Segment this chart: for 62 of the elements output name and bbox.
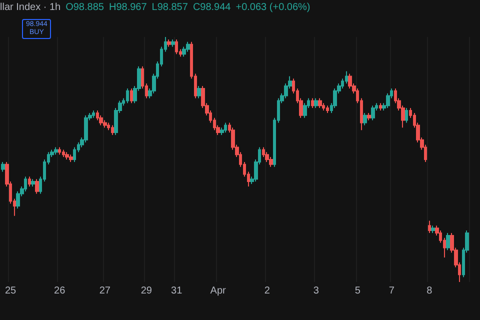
x-tick-label: 25 — [4, 286, 17, 296]
x-tick-label: 29 — [140, 286, 152, 296]
candlestick — [367, 112, 371, 121]
candlestick — [28, 176, 31, 187]
candlestick — [303, 102, 307, 118]
candlestick — [31, 178, 35, 187]
candlestick — [371, 105, 375, 121]
candlestick — [326, 105, 329, 114]
candlestick — [431, 225, 435, 234]
candlestick — [314, 98, 318, 109]
candlestick — [62, 149, 65, 158]
candlestick — [73, 146, 76, 162]
candlestick — [99, 114, 103, 126]
candlestick — [96, 110, 99, 121]
x-tick-label: 26 — [54, 286, 66, 296]
text: H98.967 — [108, 2, 147, 13]
candlestick — [405, 108, 408, 124]
candlestick — [446, 232, 450, 251]
candlestick — [167, 38, 171, 48]
candlestick — [35, 178, 39, 194]
candlestick — [171, 38, 175, 48]
chart-title: llar Index · 1h — [0, 2, 61, 13]
candlestick — [186, 41, 190, 52]
candlestick — [333, 88, 337, 109]
candlestick — [224, 122, 227, 134]
candlestick — [379, 102, 382, 111]
candlestick — [428, 220, 431, 234]
text: +0.063 (+0.06%) — [236, 2, 310, 13]
candlestick — [103, 120, 107, 128]
x-tick-label: 3 — [313, 286, 320, 296]
candlestick — [92, 110, 95, 118]
candlestick — [386, 92, 390, 109]
candlestick — [130, 88, 133, 104]
candlestick — [111, 124, 114, 136]
text: L98.857 — [152, 2, 188, 13]
candlestick — [54, 146, 58, 156]
candlestick — [16, 190, 20, 209]
x-tick-label: 7 — [388, 286, 395, 296]
x-tick-label: 8 — [426, 286, 433, 296]
candlestick — [262, 146, 265, 158]
x-tick-label: 5 — [354, 286, 361, 296]
x-tick-label: 31 — [171, 286, 183, 296]
candlestick — [345, 70, 348, 84]
x-tick-label: 27 — [99, 286, 111, 296]
candlestick — [182, 46, 186, 58]
text: O98.885 — [66, 2, 104, 13]
x-tick-label: Apr — [210, 286, 227, 296]
candlestick — [322, 102, 325, 111]
candlestick — [1, 161, 5, 172]
candlestick — [175, 38, 178, 55]
candlestick — [65, 152, 69, 160]
text: C98.944 — [192, 2, 231, 13]
x-tick-label: 2 — [264, 286, 270, 296]
candlestick — [318, 98, 322, 109]
candlestick — [220, 127, 224, 136]
candlestick — [58, 146, 61, 156]
candlestick — [363, 112, 367, 126]
candlestick — [126, 88, 129, 104]
candlestick — [107, 122, 110, 131]
candlestick — [311, 98, 314, 109]
candlestick — [197, 86, 201, 99]
candlestick — [69, 154, 73, 162]
